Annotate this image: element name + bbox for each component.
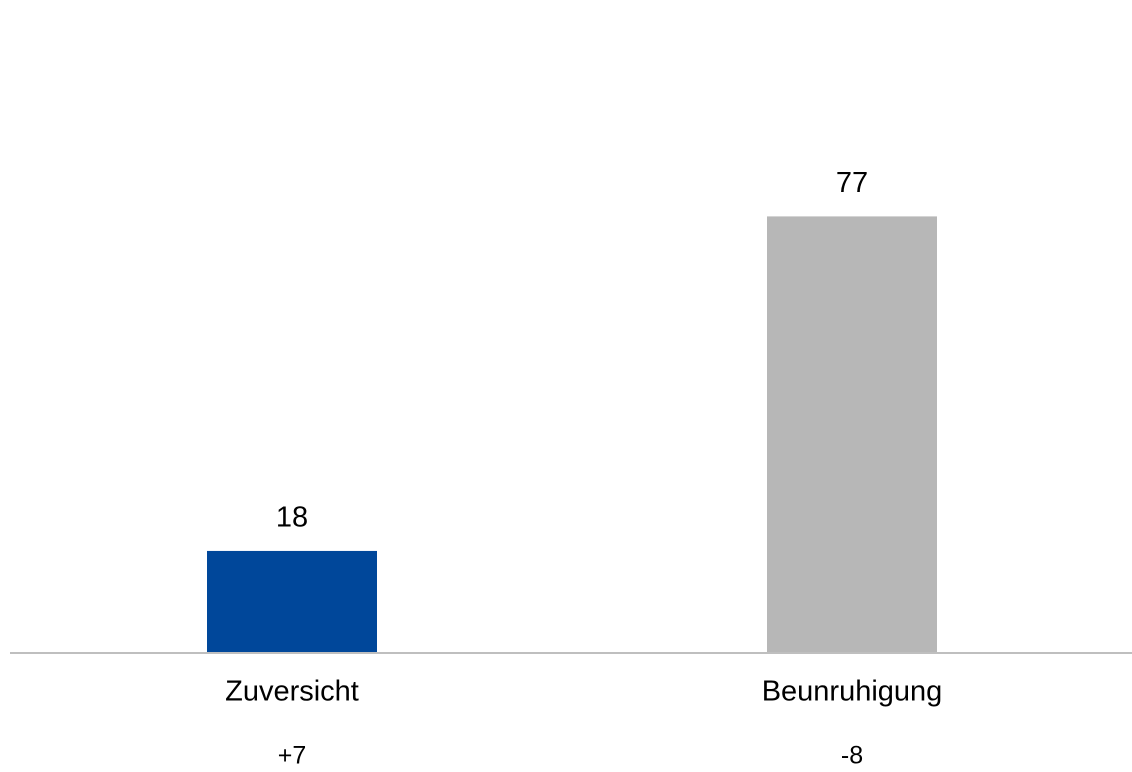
bar: [207, 550, 377, 653]
x-tick-label: Beunruhigung: [762, 676, 943, 708]
bar: [767, 216, 937, 653]
value-label: 77: [836, 167, 868, 199]
value-label: 18: [276, 502, 308, 534]
x-tick-label: Zuversicht: [225, 676, 359, 708]
change-label: +7: [278, 742, 307, 770]
change-label: -8: [841, 742, 863, 770]
